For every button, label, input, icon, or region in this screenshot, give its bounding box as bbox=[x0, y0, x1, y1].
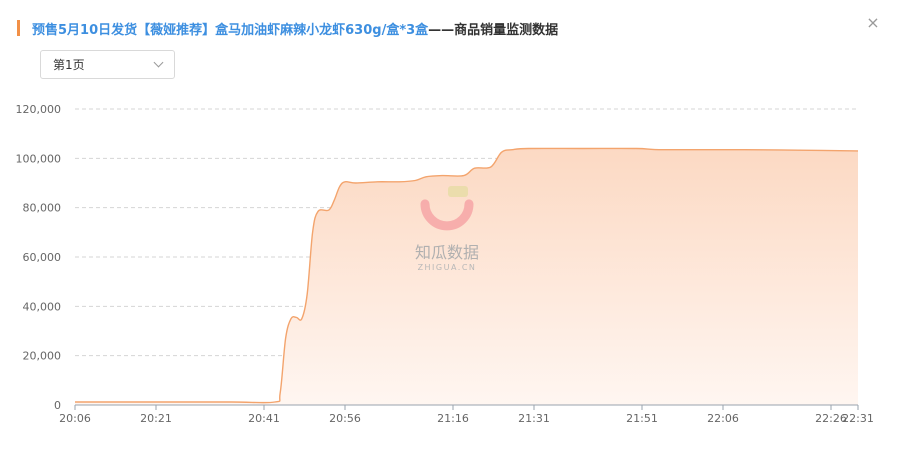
watermark-logo-accent bbox=[448, 186, 468, 197]
y-tick-label: 100,000 bbox=[16, 152, 62, 165]
y-tick-label: 40,000 bbox=[23, 300, 62, 313]
x-tick-label: 20:21 bbox=[140, 412, 172, 425]
page-select[interactable]: 第1页 bbox=[40, 50, 175, 79]
watermark-brand: 知瓜数据 bbox=[415, 243, 479, 262]
watermark-domain: ZHIGUA.CN bbox=[418, 263, 477, 272]
x-tick-label: 22:31 bbox=[842, 412, 874, 425]
x-tick-label: 21:31 bbox=[518, 412, 550, 425]
y-tick-label: 60,000 bbox=[23, 251, 62, 264]
sales-line bbox=[75, 147, 859, 404]
watermark-logo-icon bbox=[420, 199, 474, 231]
x-tick-label: 22:06 bbox=[707, 412, 739, 425]
sales-area-fill bbox=[75, 148, 858, 405]
x-tick-label: 20:41 bbox=[248, 412, 280, 425]
close-icon[interactable]: × bbox=[866, 13, 880, 32]
y-tick-label: 80,000 bbox=[23, 202, 62, 215]
y-tick-label: 0 bbox=[54, 399, 61, 412]
title-bar: 预售5月10日发货【薇娅推荐】盒马加油虾麻辣小龙虾630g/盒*3盒——商品销量… bbox=[17, 19, 558, 38]
title-suffix: ——商品销量监测数据 bbox=[428, 22, 559, 38]
x-tick-label: 21:51 bbox=[626, 412, 658, 425]
page-select-value: 第1页 bbox=[53, 58, 85, 72]
x-tick-label: 21:16 bbox=[437, 412, 469, 425]
y-tick-label: 120,000 bbox=[16, 103, 62, 116]
x-tick-label: 20:56 bbox=[329, 412, 361, 425]
page-title: 预售5月10日发货【薇娅推荐】盒马加油虾麻辣小龙虾630g/盒*3盒——商品销量… bbox=[32, 19, 558, 38]
product-title-link[interactable]: 预售5月10日发货【薇娅推荐】盒马加油虾麻辣小龙虾630g/盒*3盒 bbox=[32, 22, 429, 38]
x-tick-label: 22:26 bbox=[815, 412, 847, 425]
x-tick-label: 20:06 bbox=[59, 412, 91, 425]
y-tick-label: 20,000 bbox=[23, 350, 62, 363]
title-accent-bar bbox=[17, 20, 20, 36]
